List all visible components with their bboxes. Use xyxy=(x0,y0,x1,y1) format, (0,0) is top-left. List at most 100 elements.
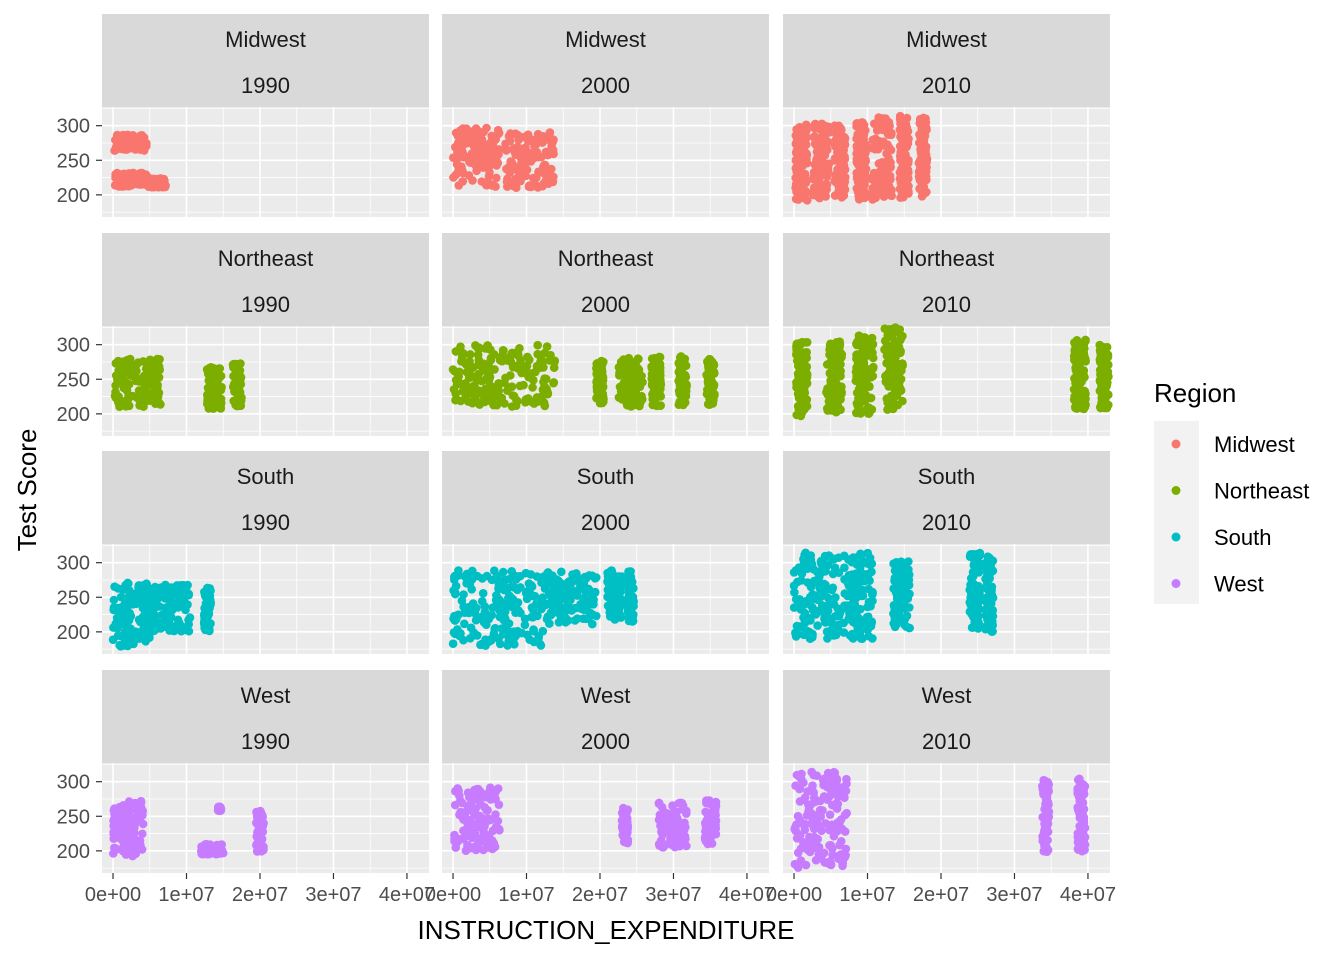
data-point xyxy=(470,630,480,640)
data-point xyxy=(500,612,509,622)
data-point xyxy=(796,411,806,421)
data-point xyxy=(666,829,676,839)
data-point xyxy=(868,364,878,373)
data-point xyxy=(141,596,150,606)
data-point xyxy=(114,366,123,375)
point-cluster xyxy=(448,340,560,411)
data-point xyxy=(826,840,835,850)
data-point xyxy=(678,400,688,410)
data-point xyxy=(869,168,879,178)
data-point xyxy=(844,601,853,611)
facet-strip xyxy=(442,233,769,326)
data-point xyxy=(838,850,847,859)
data-point xyxy=(451,389,461,398)
data-point xyxy=(516,608,525,618)
data-point xyxy=(852,168,861,178)
data-point xyxy=(482,180,492,190)
point-cluster xyxy=(138,580,195,636)
data-point xyxy=(480,397,489,406)
data-point xyxy=(840,810,850,820)
data-point xyxy=(530,142,539,151)
data-point xyxy=(1041,805,1051,814)
data-point xyxy=(704,363,713,372)
data-point xyxy=(855,629,865,639)
data-point xyxy=(236,380,246,389)
data-point xyxy=(472,166,481,176)
data-point xyxy=(710,798,720,807)
data-point xyxy=(482,373,492,383)
facet-strip-region-label: West xyxy=(922,683,972,708)
facet-strip-region-label: South xyxy=(918,464,976,489)
data-point xyxy=(126,635,135,644)
data-point xyxy=(538,138,547,147)
data-point xyxy=(557,567,566,577)
data-point xyxy=(842,774,851,784)
point-cluster xyxy=(914,113,932,201)
data-point xyxy=(515,381,525,391)
facet-strip xyxy=(783,233,1110,326)
data-point xyxy=(794,393,804,403)
data-point xyxy=(513,349,523,359)
data-point xyxy=(495,639,505,649)
data-point xyxy=(794,165,804,174)
data-point xyxy=(813,621,822,630)
data-point xyxy=(548,177,558,187)
point-cluster xyxy=(110,130,151,155)
data-point xyxy=(1039,775,1048,785)
data-point xyxy=(680,818,689,828)
data-point xyxy=(130,823,139,833)
point-cluster xyxy=(144,174,170,192)
data-point xyxy=(148,357,158,367)
data-point xyxy=(895,115,905,124)
data-point xyxy=(866,621,876,631)
data-point xyxy=(827,361,836,371)
data-point xyxy=(708,828,718,838)
data-point xyxy=(469,159,479,168)
data-point xyxy=(525,369,535,378)
data-point xyxy=(206,376,215,386)
data-point xyxy=(528,613,538,622)
data-point xyxy=(789,581,799,591)
data-point xyxy=(823,782,832,792)
data-point xyxy=(886,163,895,172)
data-point xyxy=(895,168,905,177)
data-point xyxy=(792,187,801,197)
data-point xyxy=(1100,390,1109,400)
data-point xyxy=(230,371,240,381)
facet-strip xyxy=(783,14,1110,107)
data-point xyxy=(893,580,903,590)
data-point xyxy=(123,803,132,812)
data-point xyxy=(468,599,478,608)
point-cluster xyxy=(251,806,268,856)
data-point xyxy=(970,598,979,608)
data-point xyxy=(606,603,615,612)
data-point xyxy=(633,354,643,364)
data-point xyxy=(525,148,534,158)
data-point xyxy=(474,360,483,370)
data-point xyxy=(983,615,992,624)
data-point xyxy=(499,578,509,587)
data-point xyxy=(453,784,462,793)
data-point xyxy=(857,585,867,594)
data-point xyxy=(810,797,820,807)
data-point xyxy=(528,383,537,392)
data-point xyxy=(466,350,475,359)
point-cluster xyxy=(830,121,850,202)
data-point xyxy=(490,392,500,402)
data-point xyxy=(836,405,845,415)
data-point xyxy=(457,357,466,366)
data-point xyxy=(836,366,845,376)
point-cluster xyxy=(1095,340,1113,413)
data-point xyxy=(578,574,588,584)
point-cluster xyxy=(851,331,878,418)
data-point xyxy=(494,800,504,809)
data-point xyxy=(452,379,462,389)
data-point xyxy=(848,593,858,602)
point-cluster xyxy=(197,839,228,859)
data-point xyxy=(814,122,824,132)
data-point xyxy=(466,623,476,633)
data-point xyxy=(478,163,488,172)
data-point xyxy=(215,845,225,855)
